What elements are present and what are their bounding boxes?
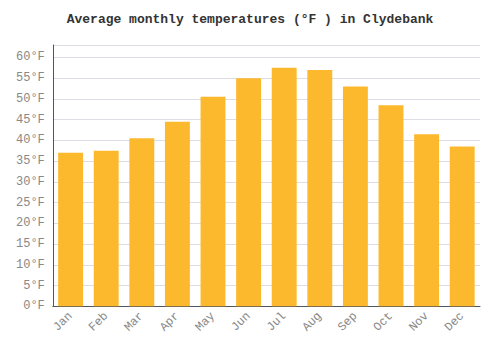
svg-text:30°F: 30°F xyxy=(16,175,45,189)
svg-text:40°F: 40°F xyxy=(16,133,45,147)
svg-text:55°F: 55°F xyxy=(16,71,45,85)
svg-text:Average monthly temperatures (: Average monthly temperatures (°F ) in Cl… xyxy=(67,12,434,27)
svg-text:Jan: Jan xyxy=(50,309,75,334)
svg-text:35°F: 35°F xyxy=(16,154,45,168)
svg-text:Aug: Aug xyxy=(300,309,325,334)
svg-text:Jul: Jul xyxy=(264,309,289,334)
svg-text:15°F: 15°F xyxy=(16,237,45,251)
svg-text:Oct: Oct xyxy=(371,309,396,334)
svg-text:10°F: 10°F xyxy=(16,258,45,272)
svg-text:5°F: 5°F xyxy=(23,279,45,293)
svg-text:25°F: 25°F xyxy=(16,196,45,210)
svg-text:Mar: Mar xyxy=(122,309,147,334)
svg-text:May: May xyxy=(193,309,218,334)
svg-text:Feb: Feb xyxy=(86,309,111,334)
svg-text:60°F: 60°F xyxy=(16,50,45,64)
svg-text:Dec: Dec xyxy=(442,309,467,334)
svg-text:Nov: Nov xyxy=(406,309,431,334)
svg-text:Jun: Jun xyxy=(228,309,253,334)
svg-text:50°F: 50°F xyxy=(16,92,45,106)
svg-text:0°F: 0°F xyxy=(23,299,45,313)
svg-text:Sep: Sep xyxy=(335,309,360,334)
svg-text:Apr: Apr xyxy=(157,309,182,334)
svg-text:20°F: 20°F xyxy=(16,216,45,230)
svg-text:45°F: 45°F xyxy=(16,113,45,127)
